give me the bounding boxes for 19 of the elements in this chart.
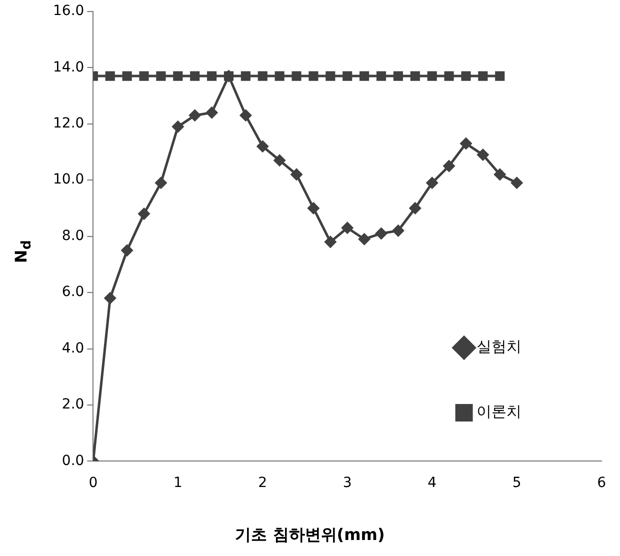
- y-tick-label: 2.0: [62, 396, 84, 413]
- x-tick-label: 3: [342, 475, 352, 492]
- y-tick-label: 4.0: [62, 340, 84, 356]
- y-tick-label: 8.0: [62, 228, 84, 244]
- y-tick-label: 14.0: [53, 59, 84, 76]
- x-tick-label: 1: [173, 475, 182, 492]
- x-tick-label: 0: [88, 475, 98, 492]
- x-tick-label: 6: [597, 475, 606, 492]
- x-tick-label: 2: [258, 475, 268, 492]
- y-tick-label: 0.0: [62, 452, 84, 469]
- y-tick-label: 16.0: [53, 3, 84, 20]
- x-tick-label: 5: [512, 475, 522, 492]
- legend-label: 실험치: [476, 338, 522, 356]
- legend-label: 이론치: [476, 402, 522, 421]
- x-axis-title: 기초 침하변위(mm): [234, 525, 386, 546]
- y-tick-label: 12.0: [53, 115, 84, 132]
- x-tick-label: 4: [428, 475, 437, 492]
- y-tick-label: 6.0: [62, 284, 84, 300]
- y-tick-label: 10.0: [53, 172, 84, 188]
